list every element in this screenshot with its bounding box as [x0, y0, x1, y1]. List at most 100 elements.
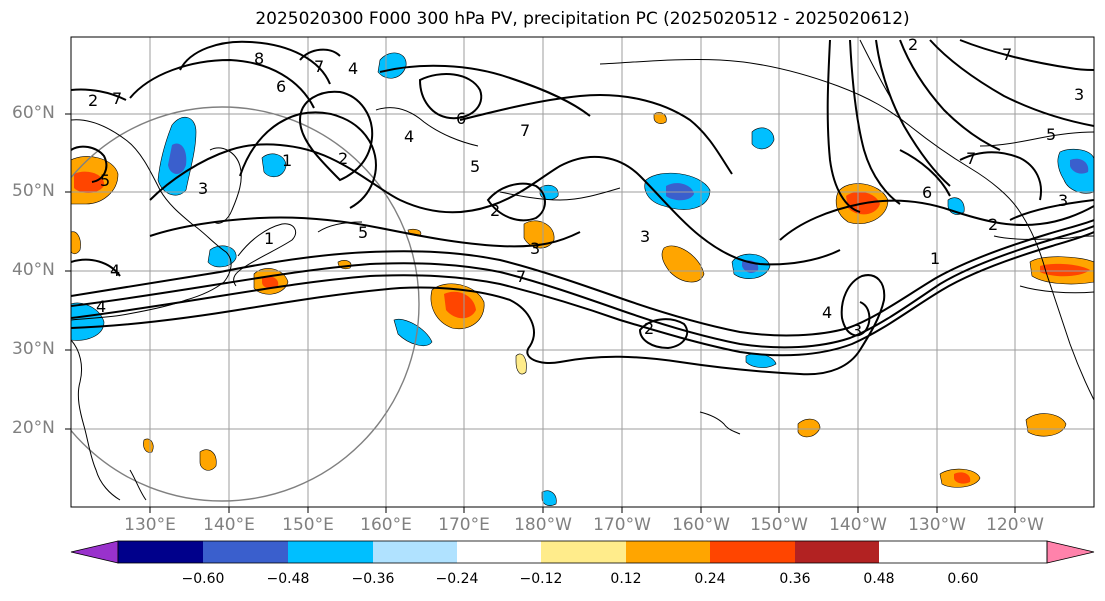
colorbar-tick-label: −0.48 — [266, 571, 310, 587]
precip-positive-area — [199, 449, 217, 471]
contour-label: 3 — [852, 321, 862, 340]
precip-positive-core — [954, 472, 971, 484]
lon-label: 150°W — [750, 515, 808, 535]
precip-positive-area — [797, 418, 821, 438]
colorbar — [70, 540, 1095, 564]
colorbar-segment — [626, 541, 710, 563]
contour-label: 3 — [1058, 191, 1068, 210]
colorbar-outline — [117, 540, 1048, 564]
precip-positive-core — [262, 276, 279, 289]
contour-label: 3 — [1074, 85, 1084, 104]
colorbar-tick-label: −0.24 — [435, 571, 479, 587]
precip-negative-core — [1070, 158, 1089, 174]
coastlines — [71, 39, 1094, 501]
contour-label: 6 — [922, 183, 932, 202]
map-frame — [70, 36, 1095, 508]
contour-label: 3 — [640, 227, 650, 246]
contour-label: 7 — [520, 121, 530, 140]
contour-label: 1 — [930, 249, 940, 268]
colorbar-tick-label: −0.36 — [351, 571, 395, 587]
lon-label: 120°W — [986, 515, 1044, 535]
colorbar-segment — [118, 541, 203, 563]
precip-negative-core — [168, 143, 187, 175]
colorbar-extend-max — [1046, 540, 1095, 564]
precip-positive-area — [653, 112, 667, 124]
precip-positive-area — [143, 438, 154, 453]
colorbar-segment — [373, 541, 457, 563]
map-area: 2 7 8 6 7 4 5 1 2 3 5 1 5 2 7 4 4 3 3 2 … — [71, 35, 1094, 507]
colorbar-tick-label: 0.48 — [863, 571, 895, 587]
colorbar-segment — [710, 541, 795, 563]
lat-label: 40°N — [12, 260, 55, 280]
lon-label: 130°E — [124, 515, 176, 535]
reference-circle — [71, 106, 420, 502]
lon-label: 160°W — [672, 515, 730, 535]
precip-positive-core — [1040, 263, 1090, 277]
lon-label: 150°E — [282, 515, 334, 535]
contour-label: 7 — [966, 149, 976, 168]
precip-positive-area — [523, 220, 555, 249]
precip-negative-area — [377, 52, 407, 79]
contour-label: 2 — [988, 215, 998, 234]
contour-label: 4 — [404, 127, 414, 146]
contour-label: 4 — [348, 59, 358, 78]
colorbar-segment — [203, 541, 288, 563]
precipitation-shading — [71, 52, 1094, 506]
contour-label: 2 — [908, 35, 918, 54]
graticule — [71, 37, 1094, 507]
precip-negative-area — [541, 490, 557, 506]
precip-positive-area — [71, 231, 81, 255]
contour-label: 4 — [110, 261, 120, 280]
contour-labels: 2 7 8 6 7 4 5 1 2 3 5 1 5 2 7 4 4 3 3 2 … — [88, 35, 1084, 340]
contour-label: 7 — [1002, 45, 1012, 64]
contour-label: 4 — [822, 303, 832, 322]
lat-label: 50°N — [12, 181, 55, 201]
precip-negative-area — [751, 127, 775, 150]
lon-label: 130°W — [908, 515, 966, 535]
contour-label: 7 — [314, 57, 324, 76]
contour-label: 3 — [530, 239, 540, 258]
precip-positive-area — [661, 245, 705, 283]
colorbar-tick-label: 0.36 — [779, 571, 811, 587]
contour-label: 5 — [100, 171, 110, 190]
axis-ticks — [65, 113, 1016, 513]
precip-positive-core — [444, 291, 476, 319]
lon-label: 140°E — [203, 515, 255, 535]
contour-label: 5 — [1046, 125, 1056, 144]
contour-label: 5 — [470, 157, 480, 176]
colorbar-tick-label: 0.24 — [694, 571, 726, 587]
contour-label: 6 — [456, 109, 466, 128]
precip-positive-area — [1025, 413, 1067, 437]
lon-label: 170°E — [438, 515, 490, 535]
lat-label: 60°N — [12, 103, 55, 123]
colorbar-segment — [795, 541, 879, 563]
lon-label: 180°W — [514, 515, 572, 535]
colorbar-segment — [541, 541, 626, 563]
colorbar-tick-label: 0.12 — [610, 571, 642, 587]
lon-label: 160°E — [360, 515, 412, 535]
precip-negative-area — [393, 318, 433, 346]
colorbar-segment — [288, 541, 373, 563]
colorbar-tick-label: −0.60 — [181, 571, 225, 587]
contour-label: 4 — [96, 297, 106, 316]
lat-label: 30°N — [12, 339, 55, 359]
colorbar-segment — [457, 541, 541, 563]
contour-label: 8 — [254, 49, 264, 68]
contour-label: 2 — [490, 201, 500, 220]
lon-label: 170°W — [593, 515, 651, 535]
contour-label: 3 — [198, 179, 208, 198]
pv-contours — [71, 39, 1094, 376]
map-title: 2025020300 F000 300 hPa PV, precipitatio… — [255, 9, 910, 29]
lat-label: 20°N — [12, 418, 55, 438]
contour-label: 2 — [644, 319, 654, 338]
precip-positive-area — [515, 353, 527, 375]
contour-label: 1 — [264, 229, 274, 248]
precip-negative-area — [261, 153, 287, 178]
contour-label: 5 — [358, 223, 368, 242]
colorbar-tick-label: −0.12 — [519, 571, 563, 587]
contour-label: 1 — [282, 151, 292, 170]
colorbar-tick-label: 0.60 — [947, 571, 979, 587]
contour-label: 7 — [112, 89, 122, 108]
contour-label: 7 — [516, 267, 526, 286]
